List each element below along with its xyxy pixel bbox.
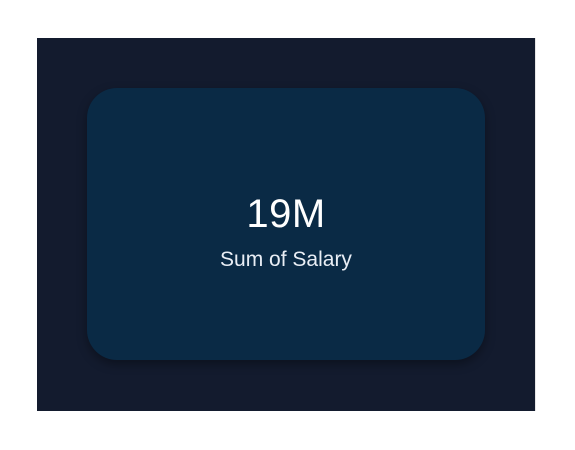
kpi-label: Sum of Salary [220,248,352,271]
dashboard-frame: 19M Sum of Salary [37,38,536,411]
kpi-value: 19M [246,192,326,236]
kpi-card: 19M Sum of Salary [87,88,485,360]
